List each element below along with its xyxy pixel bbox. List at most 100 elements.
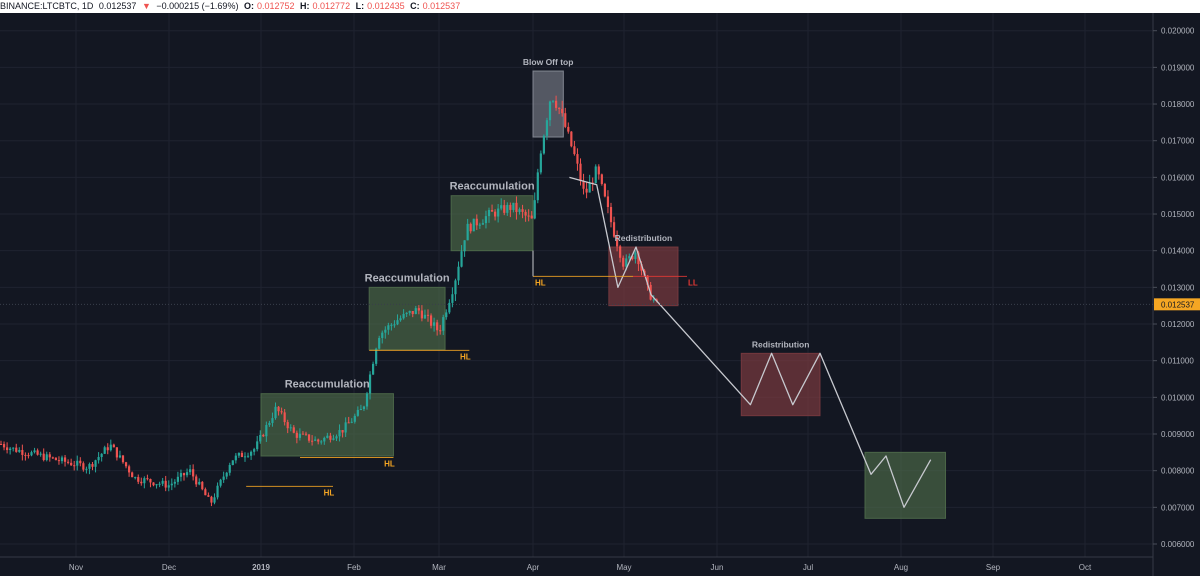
candle-body <box>118 455 122 458</box>
candle-body <box>625 258 628 267</box>
chart-background <box>0 13 1200 576</box>
candle-body <box>176 476 179 482</box>
low-label: L: <box>355 1 365 11</box>
candle-body <box>527 215 530 217</box>
time-tick-label: Oct <box>1079 563 1092 572</box>
candle-body <box>429 315 433 326</box>
candle-body <box>259 434 262 442</box>
zone-label: Blow Off top <box>523 57 574 67</box>
zone-box-redistribution <box>740 352 821 417</box>
candlesticks <box>0 95 658 507</box>
candle-body <box>85 468 88 470</box>
candle-body <box>387 325 390 330</box>
candle-body <box>51 457 54 459</box>
candle-body <box>195 476 198 485</box>
candle-body <box>179 473 183 477</box>
candle-body <box>402 313 405 319</box>
high-value: 0.012772 <box>312 1 351 11</box>
zone-label: Redistribution <box>615 233 673 243</box>
candle-body <box>265 425 268 437</box>
candle-body <box>48 454 51 458</box>
candle-body <box>445 312 448 318</box>
candle-body <box>576 154 579 164</box>
candle-body <box>146 478 149 480</box>
candle-body <box>79 460 82 464</box>
price-tick-label: 0.007000 <box>1161 503 1195 512</box>
candle-body <box>106 447 109 451</box>
candle-body <box>189 469 192 473</box>
candle-body <box>600 174 603 184</box>
candle-body <box>497 208 500 217</box>
candle-body <box>286 422 289 429</box>
candle-body <box>612 222 616 237</box>
high-label: H: <box>300 1 310 11</box>
candle-body <box>631 256 634 260</box>
candle-body <box>6 447 9 451</box>
candle-body <box>372 363 375 375</box>
time-tick-label: Dec <box>162 563 176 572</box>
time-axis[interactable]: Nov Dec 2019 Feb Mar Apr May Jun Jul Aug Sep Oct <box>69 563 1092 572</box>
down-arrow-icon: ▼ <box>141 1 151 11</box>
candle-body <box>152 482 155 486</box>
candle-body <box>564 113 567 127</box>
candle-body <box>30 452 33 456</box>
candle-body <box>640 264 643 271</box>
candle-body <box>283 412 286 423</box>
low-value: 0.012435 <box>367 1 405 11</box>
candle-body <box>207 495 210 497</box>
zone-label: Reaccumulation <box>285 379 370 391</box>
candle-body <box>128 466 131 473</box>
candle-body <box>292 427 295 433</box>
candle-body <box>124 462 128 467</box>
candle-body <box>140 481 143 484</box>
candle-body <box>585 188 588 193</box>
candle-body <box>91 464 94 467</box>
candle-body <box>192 469 195 477</box>
candle-body <box>170 483 173 486</box>
time-tick-label: Apr <box>527 563 540 572</box>
candle-body <box>57 460 61 462</box>
candle-body <box>579 163 582 181</box>
candle-body <box>594 166 597 184</box>
candle-body <box>542 135 545 154</box>
candle-body <box>390 324 393 326</box>
candle-body <box>494 211 497 217</box>
candle-body <box>521 209 524 212</box>
candle-body <box>551 100 555 102</box>
symbol-label[interactable]: BINANCE:LTCBTC, 1D <box>0 1 94 11</box>
candle-body <box>76 460 79 466</box>
candle-body <box>268 422 271 426</box>
candle-body <box>451 294 454 303</box>
candle-body <box>323 437 326 442</box>
price-chart[interactable]: Reaccumulation Reaccumulation Reaccumulati… <box>0 13 1200 576</box>
last-price-badge-box <box>1154 298 1200 311</box>
candle-body <box>399 318 402 321</box>
candle-body <box>231 460 234 466</box>
candle-body <box>9 448 12 451</box>
close-label: C: <box>410 1 420 11</box>
candle-body <box>204 489 207 496</box>
candle-body <box>466 223 469 241</box>
candle-body <box>54 457 57 461</box>
candle-body <box>182 473 186 476</box>
candle-body <box>652 299 655 301</box>
price-tick-label: 0.012000 <box>1161 320 1195 329</box>
candle-body <box>298 433 301 438</box>
candle-body <box>326 435 329 438</box>
time-tick-label: Nov <box>69 563 83 572</box>
candle-body <box>405 312 408 314</box>
candle-body <box>512 202 515 210</box>
candle-body <box>368 374 372 394</box>
price-axis[interactable]: 0.006000 0.007000 0.008000 0.009000 0.010000… <box>1153 27 1195 549</box>
candle-body <box>115 447 118 458</box>
projection-path <box>569 176 932 508</box>
candle-body <box>149 479 152 483</box>
candle-body <box>70 462 73 466</box>
candle-body <box>88 464 91 469</box>
candle-body <box>329 435 332 440</box>
candle-body <box>243 456 247 458</box>
candle-body <box>533 200 536 219</box>
time-tick-label: Mar <box>432 563 446 572</box>
candle-body <box>411 310 414 315</box>
candle-body <box>137 477 140 482</box>
